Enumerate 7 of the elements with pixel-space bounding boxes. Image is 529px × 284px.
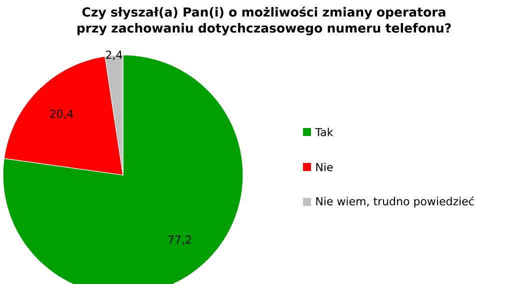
chart-title: Czy słyszał(a) Pan(i) o możliwości zmiany operatora przy zachowaniu dotychczasowego numeru telefonu? [77, 6, 451, 36]
data-label: 77,2 [168, 235, 191, 245]
legend-label: Nie wiem, trudno powiedzieć [316, 196, 474, 208]
data-label: 20,4 [50, 110, 74, 120]
legend-label: Nie [316, 162, 333, 172]
legend-label: Tak [315, 128, 334, 136]
data-label: 2,4 [106, 50, 122, 60]
